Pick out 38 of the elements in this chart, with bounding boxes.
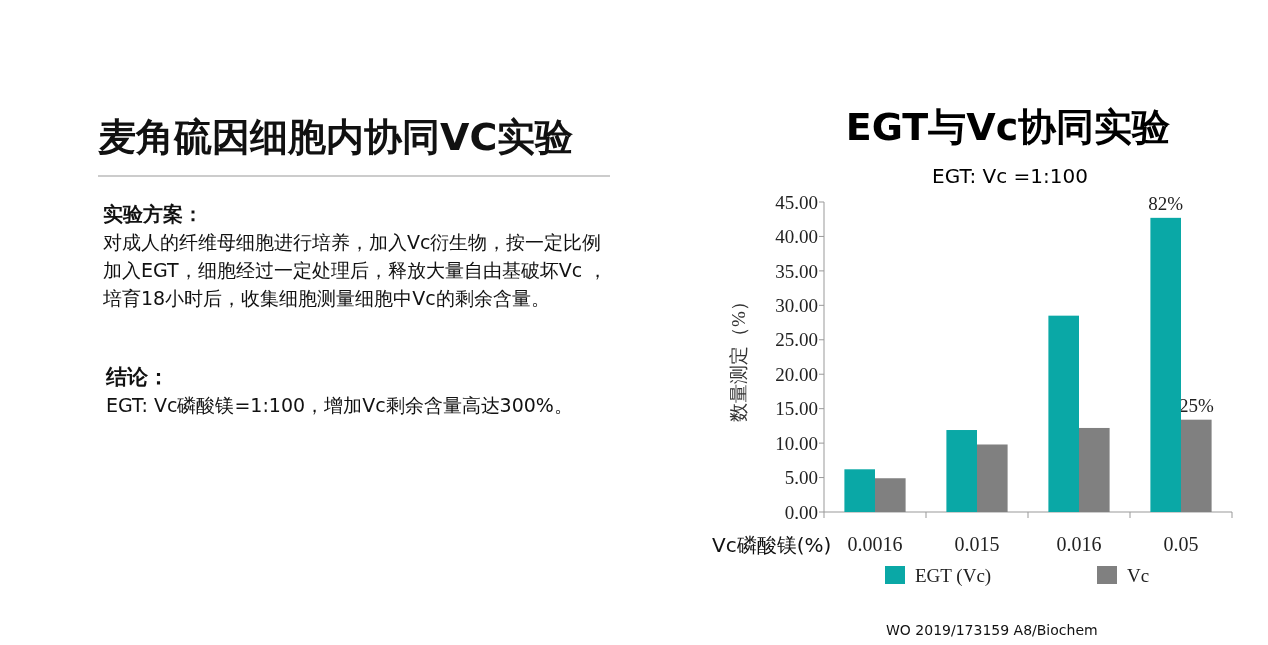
text: 结论： bbox=[105, 365, 169, 389]
x-tick-label: 0.0016 bbox=[847, 533, 903, 555]
x-tick-label: 0.05 bbox=[1163, 533, 1199, 555]
bar bbox=[875, 478, 906, 512]
chart-subtitle: EGT: Vc =1:100 bbox=[932, 164, 1088, 188]
legend-label: Vc bbox=[1127, 565, 1150, 586]
text: 加入EGT，细胞经过一定处理后，释放大量自由基破坏Vc ， bbox=[103, 259, 608, 281]
y-tick-label: 5.00 bbox=[784, 467, 818, 489]
y-tick-label: 25.00 bbox=[775, 329, 818, 351]
x-tick-label: 0.015 bbox=[954, 533, 1000, 555]
bar bbox=[1048, 315, 1079, 512]
x-axis-title: Vc磷酸镁(%) bbox=[712, 533, 832, 557]
text: 培育18小时后，收集细胞测量细胞中Vc的剩余含量。 bbox=[102, 287, 550, 309]
y-tick-label: 15.00 bbox=[775, 398, 818, 420]
bar bbox=[977, 444, 1008, 512]
y-tick-label: 35.00 bbox=[775, 260, 818, 282]
bar bbox=[844, 469, 875, 512]
text: WO 2019/173159 A8/Biochem bbox=[886, 622, 1098, 638]
annotation: 25% bbox=[1178, 394, 1214, 416]
bar bbox=[1150, 217, 1181, 512]
y-tick-label: 0.00 bbox=[784, 501, 818, 523]
text: 对成人的纤维母细胞进行培养，加入Vc衍生物，按一定比例 bbox=[103, 231, 602, 253]
x-tick-label: 0.016 bbox=[1056, 533, 1102, 555]
y-tick-label: 40.00 bbox=[775, 226, 818, 248]
text: EGT: Vc磷酸镁=1:100，增加Vc剩余含量高达300%。 bbox=[106, 394, 573, 416]
y-axis-title: 数量测定（%） bbox=[728, 292, 749, 422]
bar bbox=[1079, 427, 1110, 512]
bar bbox=[1181, 419, 1212, 512]
bar bbox=[946, 430, 977, 512]
text: 麦角硫因细胞内协同VC实验 bbox=[98, 115, 575, 159]
text: 实验方案： bbox=[103, 202, 203, 226]
annotation: 82% bbox=[1148, 192, 1184, 214]
y-tick-label: 10.00 bbox=[775, 432, 818, 454]
chart-title: EGT与Vc协同实验 bbox=[845, 105, 1172, 149]
y-tick-label: 30.00 bbox=[775, 294, 818, 316]
y-tick-label: 20.00 bbox=[775, 363, 818, 385]
y-tick-label: 45.00 bbox=[775, 191, 818, 213]
legend-label: EGT (Vc) bbox=[915, 565, 992, 587]
